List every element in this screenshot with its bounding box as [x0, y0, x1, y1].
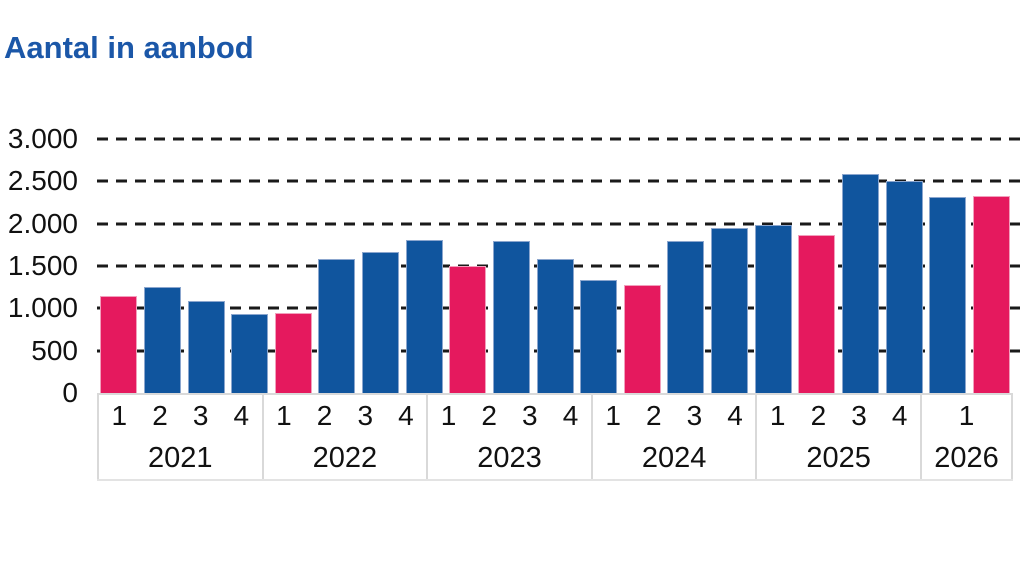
bar-2021-q4 — [231, 314, 269, 393]
bar-slot — [315, 139, 359, 393]
x-axis: 1 2 3 4 2021 1 2 3 4 2022 1 2 3 4 2023 1 2 3 4 2024 1 2 3 4 2025… — [97, 393, 1013, 481]
bar-2021-q1 — [100, 296, 138, 393]
y-axis-tick-label: 2.000 — [7, 207, 78, 239]
bar-slot — [664, 139, 708, 393]
bar-2022-q1 — [274, 313, 312, 393]
bar-slot — [402, 139, 446, 393]
bar-slot — [751, 139, 795, 393]
bar-slot — [141, 139, 185, 393]
bar-2023-q1 — [449, 266, 487, 393]
bar-slot — [839, 139, 883, 393]
quarter-tick-label: 2 — [152, 400, 168, 431]
bar-2024-q1 — [623, 285, 661, 393]
quarter-tick-label: 4 — [727, 400, 743, 431]
quarter-tick-label: 1 — [769, 400, 786, 431]
quarter-label-row: 1 — [922, 395, 1011, 437]
quarter-tick-label: 1 — [276, 400, 292, 431]
quarter-tick-label: 2 — [481, 400, 497, 431]
year-group-2023: 1 2 3 4 2023 — [426, 395, 591, 479]
year-group-2021: 1 2 3 4 2021 — [97, 395, 262, 479]
bar-slot — [184, 139, 228, 393]
quarter-tick-label: 1 — [605, 400, 621, 431]
gridline — [97, 222, 1024, 226]
bar-slot — [490, 139, 534, 393]
bar-2025-q1 — [798, 234, 836, 393]
quarter-tick-label: 3 — [522, 400, 538, 431]
bars-layer — [97, 139, 1013, 393]
bar-slot — [708, 139, 752, 393]
y-axis-tick-label: 0 — [62, 377, 78, 408]
quarter-tick-label: 4 — [562, 400, 579, 431]
quarter-tick-label: 2 — [810, 400, 827, 431]
quarter-tick-label: 1 — [958, 400, 975, 431]
bar-slot — [882, 139, 926, 393]
bar-2022-q3 — [362, 252, 400, 393]
bar-2024-q4 — [754, 225, 792, 393]
chart-title: Aantal in aanbod — [4, 30, 254, 65]
bar-2023-q4 — [580, 279, 618, 393]
quarter-tick-label: 4 — [891, 400, 908, 431]
quarter-tick-label: 4 — [233, 400, 250, 431]
y-axis-tick-label: 3.000 — [7, 123, 78, 154]
bar-2026-q1 — [972, 195, 1010, 393]
quarter-tick-label: 3 — [192, 400, 209, 431]
bar-2025-q4 — [929, 196, 967, 393]
bar-2025-q2 — [841, 173, 879, 393]
quarter-tick-label: 2 — [645, 400, 662, 431]
bar-2024-q3 — [711, 227, 749, 393]
year-group-2024: 1 2 3 4 2024 — [590, 395, 756, 479]
quarter-tick-label: 3 — [686, 400, 703, 431]
bar-slot — [97, 139, 141, 393]
bar-2023-q3 — [536, 259, 574, 393]
bar-slot — [272, 139, 316, 393]
y-axis-tick-label: 500 — [31, 334, 78, 366]
year-label: 2021 — [148, 441, 213, 474]
bar-slot — [446, 139, 490, 393]
bar-slot — [795, 139, 839, 393]
bar-slot — [970, 139, 1014, 393]
bar-slot — [359, 139, 403, 393]
y-axis-tick-label: 1.000 — [7, 292, 78, 324]
y-axis-tick-label: 1.500 — [7, 250, 78, 281]
year-label: 2025 — [806, 441, 871, 474]
quarter-tick-label: 2 — [316, 400, 333, 431]
year-label: 2026 — [934, 441, 999, 474]
bar-slot — [621, 139, 665, 393]
bar-slot — [577, 139, 621, 393]
year-group-2025: 1 2 3 4 2025 — [755, 395, 920, 479]
quarter-tick-label: 3 — [357, 400, 374, 431]
year-group-2026: 1 2026 — [919, 395, 1013, 479]
year-group-2022: 1 2 3 4 2022 — [261, 395, 427, 479]
bar-2021-q3 — [187, 300, 225, 393]
quarter-tick-label: 1 — [111, 400, 128, 431]
bar-2023-q2 — [492, 241, 530, 393]
bar-2025-q3 — [885, 181, 923, 393]
gridline — [97, 179, 1024, 183]
quarter-tick-label: 4 — [398, 400, 414, 431]
gridline — [97, 137, 1024, 141]
quarter-tick-label: 1 — [440, 400, 457, 431]
year-label: 2022 — [312, 441, 378, 474]
bar-slot — [926, 139, 970, 393]
y-axis-tick-label: 2.500 — [7, 165, 78, 197]
y-axis-labels: 0 500 1.000 1.500 2.000 2.500 3.000 — [0, 123, 78, 408]
bar-2021-q2 — [143, 287, 181, 393]
year-label: 2023 — [477, 441, 542, 474]
bar-slot — [533, 139, 577, 393]
bar-slot — [228, 139, 272, 393]
bar-2024-q2 — [667, 240, 705, 393]
bar-2022-q4 — [405, 239, 443, 393]
bar-2022-q2 — [318, 259, 356, 393]
quarter-tick-label: 3 — [851, 400, 867, 431]
year-label: 2024 — [641, 441, 707, 474]
